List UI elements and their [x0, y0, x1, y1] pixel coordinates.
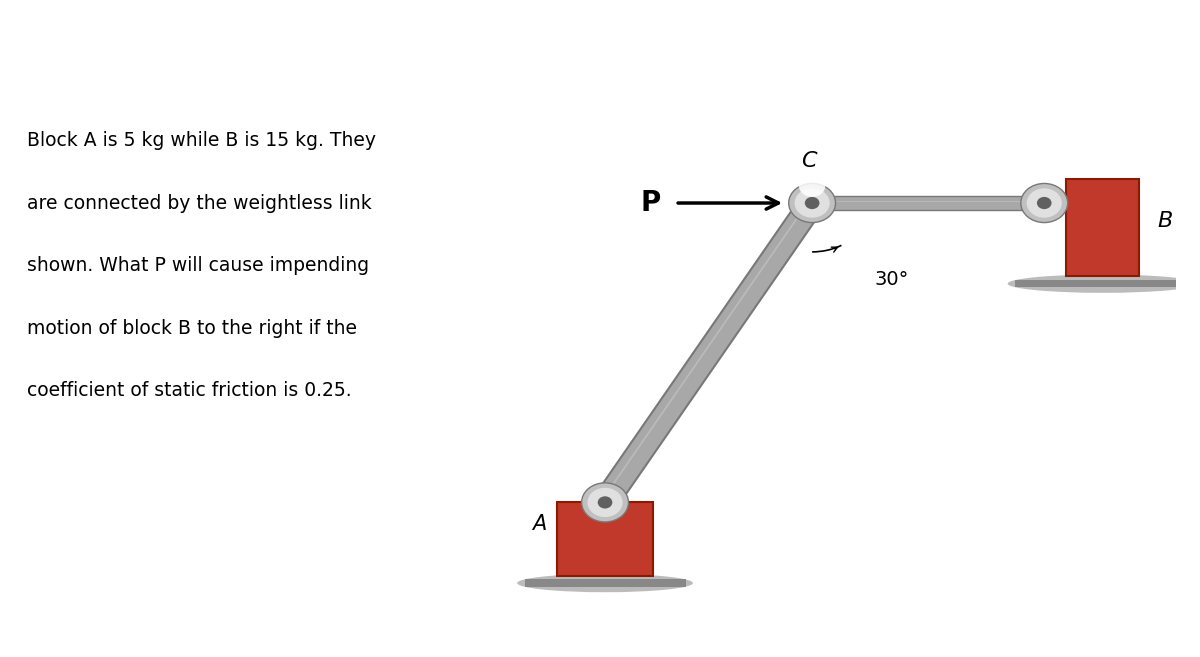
Circle shape — [1037, 197, 1051, 209]
Bar — [812, 196, 1044, 210]
Text: 30°: 30° — [875, 270, 908, 289]
Bar — [1067, 179, 1140, 277]
Circle shape — [788, 183, 835, 223]
Text: Block A is 5 kg while B is 15 kg. They: Block A is 5 kg while B is 15 kg. They — [26, 131, 376, 150]
Circle shape — [799, 175, 826, 197]
Ellipse shape — [1008, 275, 1198, 293]
Bar — [558, 503, 653, 576]
Circle shape — [794, 189, 829, 217]
Text: B: B — [1158, 212, 1172, 231]
Circle shape — [805, 197, 820, 209]
Circle shape — [1027, 189, 1062, 217]
Text: C: C — [800, 151, 816, 171]
Text: shown. What P will cause impending: shown. What P will cause impending — [26, 256, 368, 275]
Text: motion of block B to the right if the: motion of block B to the right if the — [26, 319, 356, 338]
Circle shape — [588, 487, 623, 517]
Circle shape — [1021, 183, 1068, 223]
Polygon shape — [594, 198, 823, 508]
Bar — [1015, 280, 1190, 287]
Bar — [524, 579, 685, 587]
Text: coefficient of static friction is 0.25.: coefficient of static friction is 0.25. — [26, 381, 352, 400]
Text: P: P — [641, 189, 660, 217]
Text: are connected by the weightless link: are connected by the weightless link — [26, 194, 371, 213]
Circle shape — [598, 496, 612, 509]
Ellipse shape — [517, 574, 692, 592]
Circle shape — [582, 483, 629, 522]
Text: A: A — [533, 514, 546, 533]
